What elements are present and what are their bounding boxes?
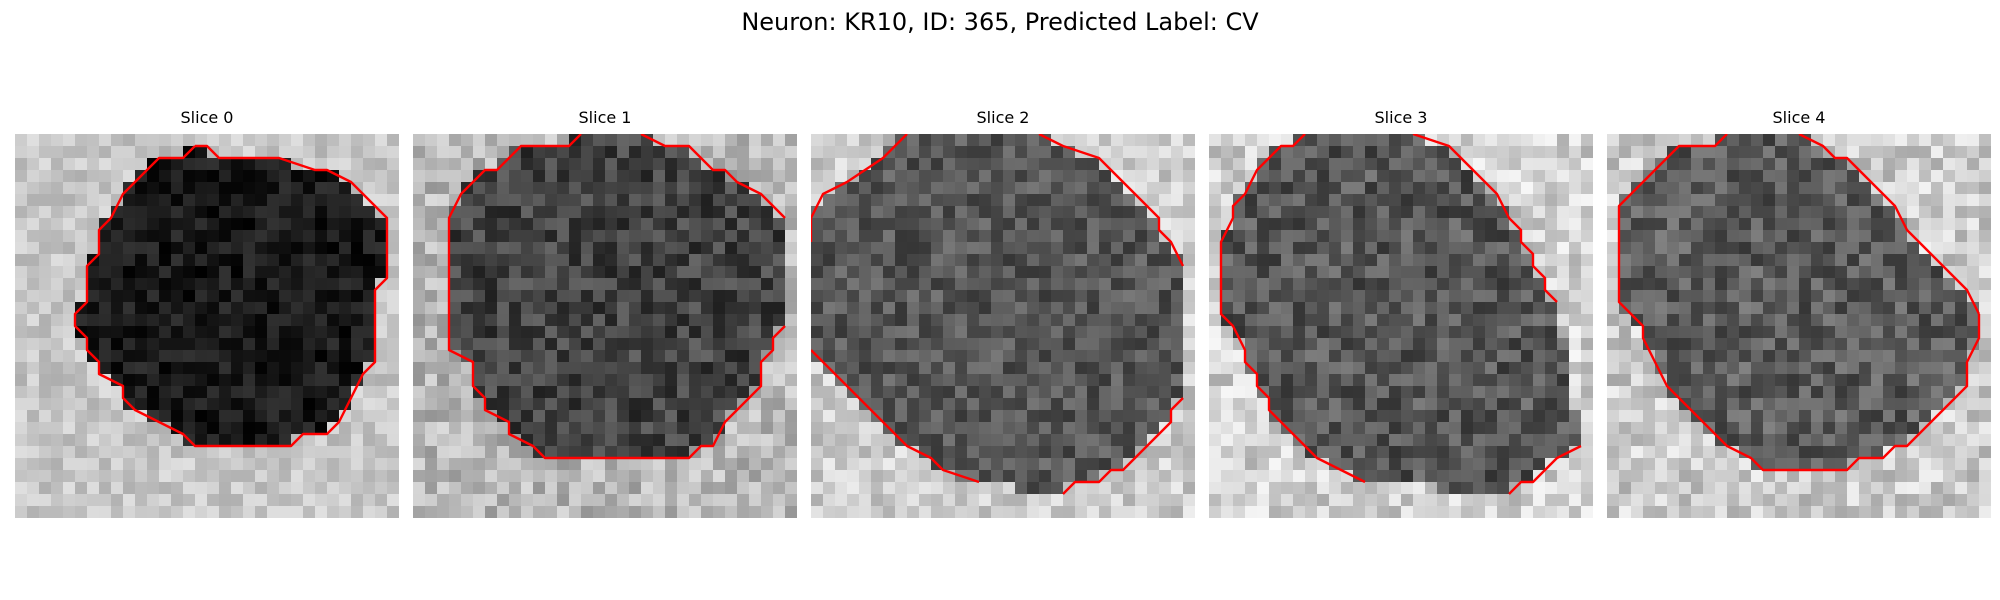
slice-image (413, 134, 797, 518)
slice-title: Slice 0 (180, 108, 234, 127)
grayscale-tile-image (413, 134, 797, 518)
contour-segment (811, 134, 908, 242)
grayscale-tile-image (811, 134, 1195, 518)
contour-segment (73, 144, 389, 448)
contour-segment (1038, 134, 1185, 267)
contour-segment (1798, 134, 1981, 315)
slice-title: Slice 1 (578, 108, 632, 127)
slice-image (1607, 134, 1991, 518)
contour-segment (447, 134, 786, 460)
segmentation-contour (1617, 134, 1981, 472)
contour-segment (811, 349, 980, 484)
grayscale-tile-image (1209, 134, 1593, 518)
segmentation-contour (1219, 134, 1582, 495)
grayscale-tile-image (15, 134, 399, 518)
figure-title: Neuron: KR10, ID: 365, Predicted Label: … (741, 8, 1259, 36)
slice-title: Slice 2 (976, 108, 1030, 127)
segmentation-contour (447, 134, 786, 460)
slice-title: Slice 4 (1772, 108, 1826, 127)
slice-image (15, 134, 399, 518)
segmentation-contour (73, 144, 389, 448)
contour-segment (1219, 134, 1366, 484)
contour-segment (1617, 134, 1981, 472)
contour-segment (640, 134, 786, 219)
contour-segment (1508, 444, 1582, 495)
slice-image (1209, 134, 1593, 518)
slice-image (811, 134, 1195, 518)
slice-title: Slice 3 (1374, 108, 1428, 127)
segmentation-contour (811, 134, 1185, 495)
grayscale-tile-image (1607, 134, 1991, 518)
contour-segment (1412, 134, 1558, 303)
contour-segment (1062, 397, 1184, 495)
